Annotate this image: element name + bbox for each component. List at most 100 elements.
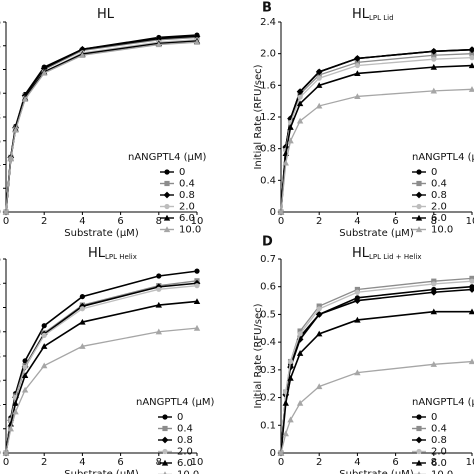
marker [354,316,361,323]
x-tick-label: 4 [354,216,360,227]
marker [21,386,29,393]
marker [415,226,423,233]
legend-label: 2.0 [179,202,195,213]
x-tick-label: 10 [191,216,204,227]
marker [79,52,86,58]
marker [194,283,200,289]
x-tick-label: 0 [278,457,284,468]
legend-label: 0.4 [179,179,195,190]
marker [430,47,438,55]
marker [12,126,19,133]
panel-label: B [262,1,272,16]
y-tick-label: 0.8 [260,144,276,155]
marker [2,208,10,215]
legend-label: 6.0 [431,213,447,224]
marker [354,297,361,304]
marker [297,94,303,100]
chart-title: HLLPL Helix [88,246,137,262]
marker [287,416,294,423]
legend-label: 6.0 [177,458,193,469]
y-tick-label: 1.6 [260,80,276,91]
legend-label: 0 [177,412,183,423]
legend-label: 10.0 [179,225,201,236]
y-tick-label: 0.1 [260,420,276,431]
marker [416,414,422,420]
marker [468,286,474,293]
y-tick-label: 0.7 [260,254,276,265]
chart-title: HL [97,7,115,22]
marker [296,350,304,356]
y-tick-label: 0.4 [260,175,276,186]
marker [193,324,201,331]
marker [430,308,437,315]
x-axis-label: Substrate (μM) [64,469,139,474]
marker [431,52,437,58]
marker [21,372,29,378]
marker [316,330,323,337]
y-tick-label: 0 [270,448,276,459]
x-tick-label: 8 [156,216,162,227]
chart-panel: 0 0.1 0.2 0.3 0.4 0.5 0.6 0.7 0 2 4 6 8 10 Substrate (… [253,235,474,474]
marker [161,436,169,444]
y-tick-label: 2.0 [260,49,276,60]
x-tick-label: 6 [117,457,123,468]
marker [7,155,14,162]
x-tick-label: 8 [431,216,437,227]
fit-line [280,360,473,454]
legend-label: 0 [431,167,437,178]
x-tick-label: 2 [316,216,322,227]
marker [287,124,294,130]
marker [296,399,304,406]
x-tick-label: 2 [41,457,47,468]
legend-title: nANGPTL4 (μM) [412,397,474,408]
y-tick-label: 0 [0,448,1,459]
y-tick-label: 1.2 [0,303,1,314]
x-tick-label: 6 [392,216,398,227]
marker [79,306,85,312]
y-tick-label: 0 [270,207,276,218]
y-tick-label: 0.3 [260,365,276,376]
marker [469,278,474,284]
marker [287,358,294,365]
marker [430,288,438,296]
marker [163,214,171,221]
marker [296,117,304,124]
y-tick-label: 1.0 [0,327,1,338]
marker [2,449,10,456]
marker [12,408,19,415]
marker [468,86,474,92]
fit-line [5,40,198,213]
legend-label: 2.0 [431,202,447,213]
marker [296,100,304,107]
y-tick-label: 0.4 [0,160,1,171]
marker [416,180,422,187]
legend-label: 10.0 [177,470,199,474]
marker [287,374,294,381]
marker [156,286,162,292]
fit-line [5,282,198,454]
x-tick-label: 10 [466,216,474,227]
y-tick-label: 0.2 [0,183,1,194]
marker [12,400,19,406]
legend-label: 0.8 [431,435,447,446]
y-tick-label: 0 [0,207,1,218]
panel-label: D [262,235,273,250]
marker [469,51,474,57]
chart-title: HLLPL Lid [352,7,394,23]
marker [41,362,48,369]
y-tick-label: 0.8 [0,112,1,123]
marker [277,449,285,456]
marker [41,343,48,349]
marker [41,323,47,329]
marker [315,68,323,76]
legend-label: 0 [431,412,437,423]
marker [155,41,162,48]
marker [194,268,200,274]
fit-line [5,39,198,213]
y-tick-label: 0.6 [0,375,1,386]
fit-line [280,280,473,454]
marker [79,343,86,349]
y-axis-label: Initial Rate (RFU/sec) [253,64,264,169]
marker [468,62,474,69]
